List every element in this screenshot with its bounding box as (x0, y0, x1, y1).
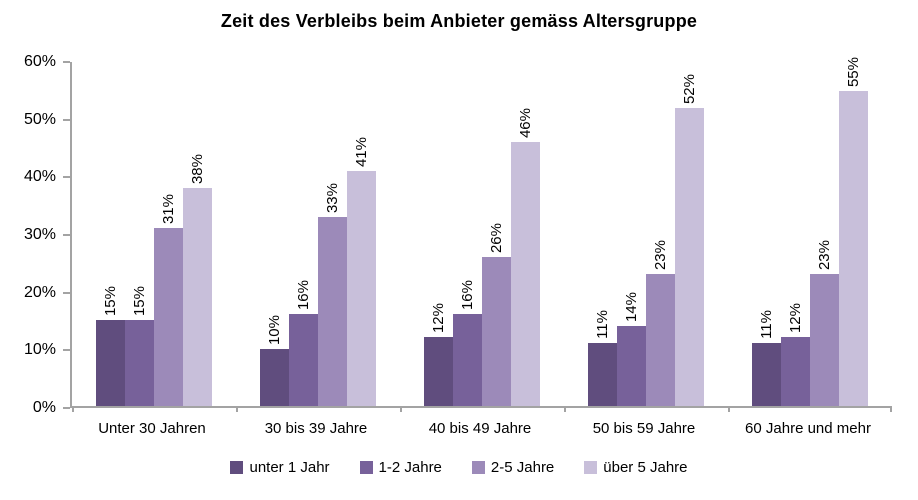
bar-value-label: 16% (458, 280, 476, 311)
bar: 23% (810, 240, 839, 406)
legend-marker (230, 461, 244, 474)
x-tick-mark (728, 406, 730, 412)
legend-item: unter 1 Jahr (230, 459, 330, 476)
legend: unter 1 Jahr 1-2 Jahre 2-5 Jahre über 5 Jah… (0, 459, 918, 476)
bar: 10% (260, 315, 289, 406)
bar-value-label: 14% (622, 291, 640, 322)
bar-group: 15% 15% 31% 38% (72, 62, 236, 406)
x-tick-mark (400, 406, 402, 412)
x-tick-mark (890, 406, 892, 412)
bar-value-label: 10% (265, 314, 283, 345)
bar-value-label: 38% (188, 154, 206, 185)
y-tick-label: 40% (23, 168, 56, 186)
bar: 31% (154, 194, 183, 406)
y-tick-mark (63, 349, 70, 351)
legend-item: über 5 Jahre (584, 459, 688, 476)
bar: 12% (424, 303, 453, 406)
x-tick-mark (72, 406, 74, 412)
legend-marker (471, 461, 485, 474)
category-label: 30 bis 39 Jahre (264, 420, 368, 437)
bar-group: 10% 16% 33% 41% (236, 62, 400, 406)
category-label: 40 bis 49 Jahre (428, 420, 532, 437)
bar-value-label: 12% (786, 303, 804, 334)
bar: 33% (318, 183, 347, 406)
bar: 23% (646, 240, 675, 406)
y-tick-label: 20% (23, 283, 56, 301)
legend-label: über 5 Jahre (603, 459, 688, 476)
category-label: 60 Jahre und mehr (745, 420, 871, 437)
bar-group: 12% 16% 26% 46% (400, 62, 564, 406)
bar-value-label: 41% (352, 136, 370, 167)
y-tick-label: 50% (23, 110, 56, 128)
bar-value-label: 11% (593, 310, 611, 339)
bar-value-label: 55% (844, 56, 862, 87)
bar-value-label: 52% (680, 73, 698, 104)
bar: 14% (617, 292, 646, 406)
bar: 11% (588, 310, 617, 406)
legend-marker (359, 461, 373, 474)
bar: 11% (752, 310, 781, 406)
bar-value-label: 16% (294, 280, 312, 311)
x-tick-mark (236, 406, 238, 412)
bar-value-label: 11% (757, 310, 775, 339)
bar: 46% (511, 108, 540, 406)
y-axis-labels: 0% 10% 20% 30% 40% 50% 60% (0, 53, 56, 416)
y-tick-mark (63, 234, 70, 236)
bar-value-label: 15% (130, 285, 148, 316)
bar: 16% (289, 280, 318, 406)
legend-item: 2-5 Jahre (471, 459, 555, 476)
y-tick-mark (63, 61, 70, 63)
y-tick-mark (63, 176, 70, 178)
bar-value-label: 33% (323, 182, 341, 213)
bar: 41% (347, 137, 376, 406)
y-tick-label: 30% (23, 226, 56, 243)
bar: 55% (839, 57, 868, 406)
bar: 26% (482, 223, 511, 406)
y-tick-label: 10% (23, 341, 56, 359)
y-tick-mark (63, 119, 70, 121)
x-tick-mark (564, 406, 566, 412)
legend-marker (584, 461, 598, 474)
bar-group: 11% 12% 23% 55% (728, 57, 892, 406)
bar: 52% (675, 74, 704, 406)
bar-group: 11% 14% 23% 52% (564, 62, 728, 406)
bar-value-label: 26% (487, 222, 505, 253)
legend-label: unter 1 Jahr (249, 459, 330, 476)
y-tick-mark (63, 292, 70, 294)
bar: 15% (96, 286, 125, 406)
bar-value-label: 46% (516, 108, 534, 139)
y-tick-label: 60% (23, 53, 56, 70)
bar-value-label: 15% (101, 285, 119, 316)
chart-title: Zeit des Verbleibs beim Anbieter gemäss … (220, 11, 698, 31)
y-tick-mark (63, 407, 70, 409)
bar-value-label: 12% (429, 303, 447, 334)
plot-area: 15% 15% 31% 38% 10% 16% 33% 41% 12% 16% 26% 46% 11% 1… (63, 57, 892, 412)
bar: 38% (183, 154, 212, 406)
legend-label: 1-2 Jahre (378, 459, 442, 476)
bar: 16% (453, 280, 482, 406)
bar: 12% (781, 303, 810, 406)
x-axis-labels: Unter 30 Jahren 30 bis 39 Jahre 40 bis 49 … (70, 420, 890, 442)
legend-item: 1-2 Jahre (359, 459, 442, 476)
legend-label: 2-5 Jahre (490, 459, 555, 476)
y-tick-label: 0% (32, 399, 56, 416)
bar-value-label: 23% (651, 240, 669, 271)
bar-value-label: 23% (815, 240, 833, 271)
category-label: Unter 30 Jahren (98, 420, 206, 437)
bar-value-label: 31% (159, 194, 177, 225)
bar: 15% (125, 286, 154, 406)
category-label: 50 bis 59 Jahre (592, 420, 696, 437)
